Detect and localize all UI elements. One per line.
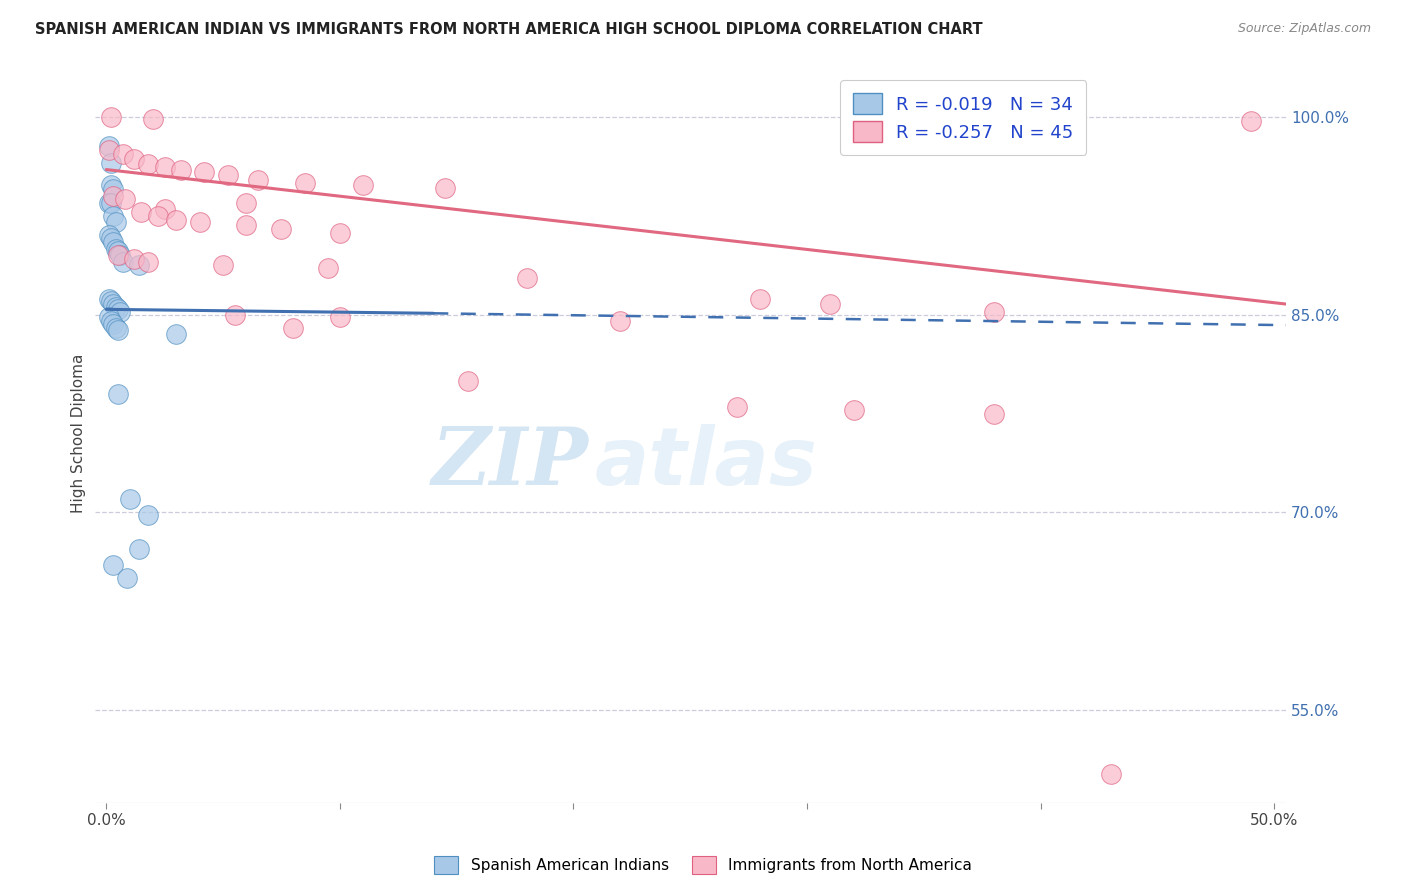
Point <box>118 492 141 507</box>
Point <box>516 270 538 285</box>
Point <box>983 305 1005 319</box>
Point <box>294 176 316 190</box>
Point <box>107 244 129 259</box>
Point <box>128 542 150 557</box>
Point <box>124 152 146 166</box>
Point <box>104 320 127 334</box>
Point <box>111 255 134 269</box>
Point <box>100 156 122 170</box>
Point <box>124 252 146 267</box>
Point <box>97 292 120 306</box>
Point <box>165 212 187 227</box>
Point <box>103 297 125 311</box>
Point <box>97 310 120 325</box>
Point <box>146 209 169 223</box>
Point <box>235 195 257 210</box>
Point <box>165 327 187 342</box>
Point <box>100 294 122 309</box>
Point <box>103 317 125 331</box>
Point <box>97 143 120 157</box>
Point <box>110 248 132 262</box>
Point <box>100 110 122 124</box>
Point <box>136 157 159 171</box>
Point <box>316 261 339 276</box>
Point <box>100 178 122 193</box>
Point <box>725 400 748 414</box>
Point <box>329 226 352 240</box>
Point <box>457 374 479 388</box>
Point <box>153 160 176 174</box>
Point <box>352 178 374 193</box>
Point <box>104 242 127 256</box>
Point <box>749 292 772 306</box>
Y-axis label: High School Diploma: High School Diploma <box>72 353 86 513</box>
Point <box>609 314 631 328</box>
Point <box>103 558 125 573</box>
Point <box>136 508 159 522</box>
Point <box>107 302 129 317</box>
Point <box>111 146 134 161</box>
Point <box>153 202 176 216</box>
Point <box>433 181 456 195</box>
Point <box>820 297 842 311</box>
Point <box>100 231 122 245</box>
Point <box>281 320 304 334</box>
Point <box>100 195 122 210</box>
Point <box>100 314 122 328</box>
Text: ZIP: ZIP <box>432 424 589 501</box>
Point <box>117 571 139 585</box>
Point <box>170 162 193 177</box>
Point <box>217 168 239 182</box>
Point <box>983 407 1005 421</box>
Point <box>136 255 159 269</box>
Point <box>104 215 127 229</box>
Point <box>107 386 129 401</box>
Legend: R = -0.019   N = 34, R = -0.257   N = 45: R = -0.019 N = 34, R = -0.257 N = 45 <box>841 80 1087 154</box>
Point <box>97 138 120 153</box>
Point <box>107 323 129 337</box>
Point <box>1099 766 1122 780</box>
Text: Source: ZipAtlas.com: Source: ZipAtlas.com <box>1237 22 1371 36</box>
Text: SPANISH AMERICAN INDIAN VS IMMIGRANTS FROM NORTH AMERICA HIGH SCHOOL DIPLOMA COR: SPANISH AMERICAN INDIAN VS IMMIGRANTS FR… <box>35 22 983 37</box>
Point <box>912 112 935 127</box>
Text: atlas: atlas <box>595 424 818 502</box>
Point <box>110 305 132 319</box>
Point <box>128 258 150 272</box>
Point <box>107 248 129 262</box>
Legend: Spanish American Indians, Immigrants from North America: Spanish American Indians, Immigrants fro… <box>427 850 979 880</box>
Point <box>114 192 136 206</box>
Point <box>104 300 127 314</box>
Point <box>103 189 125 203</box>
Point <box>329 310 352 325</box>
Point <box>129 204 152 219</box>
Point <box>188 215 211 229</box>
Point <box>224 308 246 322</box>
Point <box>212 258 235 272</box>
Point <box>270 222 292 236</box>
Point <box>1240 113 1263 128</box>
Point <box>193 165 215 179</box>
Point <box>103 209 125 223</box>
Point <box>103 182 125 196</box>
Point <box>142 112 165 127</box>
Point <box>235 218 257 232</box>
Point <box>97 228 120 243</box>
Point <box>103 235 125 249</box>
Point <box>247 173 270 187</box>
Point <box>97 195 120 210</box>
Point <box>842 402 865 417</box>
